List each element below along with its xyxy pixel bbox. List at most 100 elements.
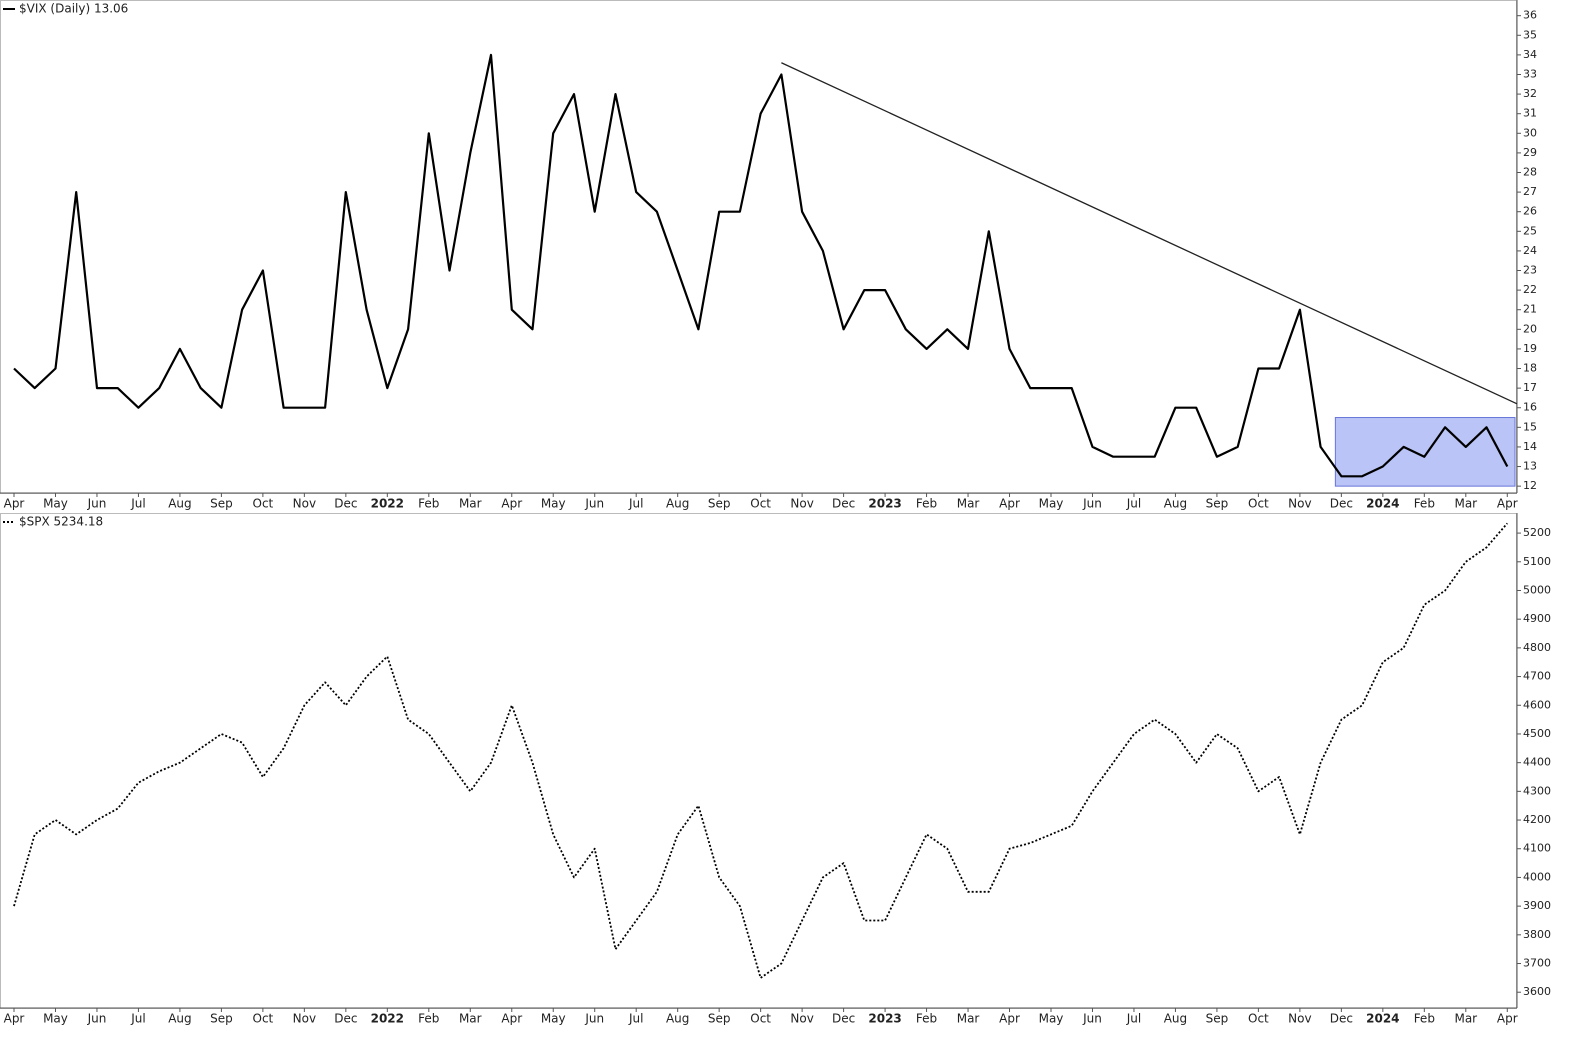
x-tick-label: May — [541, 497, 566, 511]
x-tick-label: Oct — [1248, 1012, 1269, 1026]
x-tick-label: Nov — [293, 497, 316, 511]
y-tick-label: 19 — [1523, 342, 1537, 355]
x-tick-label: May — [541, 1012, 566, 1026]
x-tick-label: Dec — [334, 497, 357, 511]
series-line — [13, 522, 1508, 979]
x-tick-label: Aug — [1164, 497, 1187, 511]
y-tick-label: 31 — [1523, 107, 1537, 120]
x-tick-label: Oct — [253, 497, 274, 511]
y-tick-label: 28 — [1523, 166, 1537, 179]
y-tick-label: 4200 — [1523, 813, 1551, 826]
x-tick-label: Nov — [790, 497, 813, 511]
y-tick-label: 22 — [1523, 283, 1537, 296]
x-tick-label: Mar — [459, 497, 482, 511]
x-tick-label: Feb — [418, 497, 439, 511]
x-tick-label: Dec — [1330, 1012, 1353, 1026]
x-tick-label: Jun — [1082, 1012, 1102, 1026]
x-tick-label: Aug — [168, 497, 191, 511]
x-tick-label: 2024 — [1366, 1012, 1399, 1026]
x-tick-label: Sep — [708, 1012, 731, 1026]
x-tick-label: Jun — [584, 497, 604, 511]
x-tick-label: Feb — [1414, 1012, 1435, 1026]
x-tick-label: 2024 — [1366, 497, 1399, 511]
x-tick-label: Oct — [750, 1012, 771, 1026]
x-tick-label: 2022 — [371, 1012, 404, 1026]
y-tick-label: 4300 — [1523, 784, 1551, 797]
x-tick-label: Jul — [130, 1012, 145, 1026]
y-tick-label: 5200 — [1523, 526, 1551, 539]
x-tick-label: Jul — [1126, 1012, 1141, 1026]
y-tick-label: 4800 — [1523, 641, 1551, 654]
y-tick-label: 36 — [1523, 9, 1537, 22]
y-tick-label: 26 — [1523, 205, 1537, 218]
y-tick-label: 20 — [1523, 322, 1537, 335]
y-tick-label: 18 — [1523, 362, 1537, 375]
x-tick-label: Jun — [1082, 497, 1102, 511]
y-tick-label: 3800 — [1523, 928, 1551, 941]
y-tick-label: 4700 — [1523, 670, 1551, 683]
x-tick-label: Feb — [916, 1012, 937, 1026]
x-tick-label: Feb — [418, 1012, 439, 1026]
y-tick-label: 4600 — [1523, 698, 1551, 711]
y-tick-label: 4000 — [1523, 870, 1551, 883]
y-tick-label: 4900 — [1523, 612, 1551, 625]
x-tick-label: Nov — [1288, 497, 1311, 511]
x-tick-label: Dec — [832, 1012, 855, 1026]
x-tick-label: Nov — [293, 1012, 316, 1026]
x-tick-label: Sep — [1206, 497, 1229, 511]
x-tick-label: Apr — [4, 1012, 25, 1026]
y-tick-label: 12 — [1523, 479, 1537, 492]
trendline — [781, 62, 1518, 405]
y-tick-label: 5100 — [1523, 555, 1551, 568]
x-tick-label: Jun — [87, 497, 107, 511]
y-tick-label: 29 — [1523, 146, 1537, 159]
y-tick-label: 25 — [1523, 224, 1537, 237]
y-tick-label: 30 — [1523, 126, 1537, 139]
x-tick-label: Oct — [1248, 497, 1269, 511]
x-tick-label: Apr — [1497, 497, 1518, 511]
x-tick-label: Apr — [999, 497, 1020, 511]
x-tick-label: Nov — [790, 1012, 813, 1026]
y-tick-label: 27 — [1523, 185, 1537, 198]
x-tick-label: Sep — [1206, 1012, 1229, 1026]
x-tick-label: Sep — [210, 1012, 233, 1026]
x-tick-label: Apr — [1497, 1012, 1518, 1026]
x-tick-label: Jul — [1126, 497, 1141, 511]
chart-title: $VIX (Daily) 13.06 — [19, 2, 128, 16]
x-tick-label: 2022 — [371, 497, 404, 511]
x-tick-label: Oct — [750, 497, 771, 511]
x-tick-label: Mar — [459, 1012, 482, 1026]
y-tick-label: 32 — [1523, 87, 1537, 100]
y-tick-label: 15 — [1523, 420, 1537, 433]
x-tick-label: Feb — [916, 497, 937, 511]
y-tick-label: 4400 — [1523, 756, 1551, 769]
x-tick-label: Jun — [584, 1012, 604, 1026]
x-tick-label: Oct — [253, 1012, 274, 1026]
x-tick-label: May — [1039, 497, 1064, 511]
y-tick-label: 4500 — [1523, 727, 1551, 740]
x-tick-label: May — [43, 1012, 68, 1026]
y-tick-label: 3600 — [1523, 985, 1551, 998]
x-tick-label: Mar — [1454, 1012, 1477, 1026]
y-tick-label: 23 — [1523, 264, 1537, 277]
y-tick-label: 3900 — [1523, 899, 1551, 912]
x-tick-label: May — [1039, 1012, 1064, 1026]
series-line — [13, 53, 1509, 478]
panel-frame — [0, 513, 1517, 1009]
y-tick-label: 3700 — [1523, 957, 1551, 970]
x-tick-label: Mar — [957, 1012, 980, 1026]
chart-title: $SPX 5234.18 — [19, 515, 103, 529]
y-tick-label: 4100 — [1523, 842, 1551, 855]
x-tick-label: Jul — [628, 1012, 643, 1026]
x-tick-label: 2023 — [868, 1012, 901, 1026]
x-tick-label: Aug — [666, 497, 689, 511]
x-tick-label: May — [43, 497, 68, 511]
x-tick-label: Apr — [4, 497, 25, 511]
x-tick-label: Apr — [501, 1012, 522, 1026]
x-tick-label: Dec — [1330, 497, 1353, 511]
x-tick-label: Nov — [1288, 1012, 1311, 1026]
y-tick-label: 33 — [1523, 67, 1537, 80]
x-tick-label: Apr — [501, 497, 522, 511]
x-tick-label: Mar — [1454, 497, 1477, 511]
